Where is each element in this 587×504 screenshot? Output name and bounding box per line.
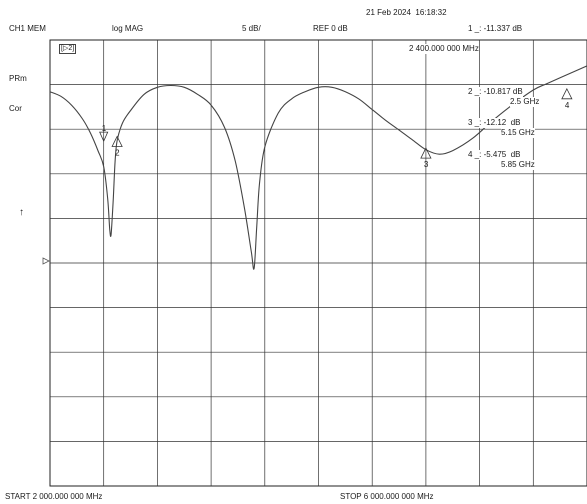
marker-1-frequency: 2 400.000 000 MHz xyxy=(409,44,479,54)
marker-1: 1 xyxy=(99,124,109,143)
marker-3-number: 3 xyxy=(424,160,429,169)
marker-4-frequency: 5.85 GHz xyxy=(501,160,535,170)
trace-layer xyxy=(49,65,587,270)
marker-1-triangle xyxy=(99,131,109,143)
marker-4-triangle xyxy=(561,87,573,100)
marker-2-number: 2 xyxy=(115,148,120,157)
active-marker-badge: [▷2] xyxy=(59,44,77,54)
marker-1-number: 1 xyxy=(102,124,107,133)
reference-label: REF 0 dB xyxy=(313,24,348,33)
marker-2: 2 xyxy=(111,135,123,157)
marker-4-number: 4 xyxy=(565,101,570,110)
marker-3-triangle xyxy=(420,147,432,159)
reference-level-pointer xyxy=(42,257,50,265)
marker-2-readout: 2 _: -10.817 dB xyxy=(468,87,523,97)
marker-layer: 1 2 3 4 xyxy=(99,87,573,169)
marker-3-readout: 3 _: -12.12 dB xyxy=(468,118,521,128)
marker-2-frequency: 2.5 GHz xyxy=(510,97,540,107)
marker-3: 3 xyxy=(420,147,432,169)
start-frequency-label: START 2 000.000 000 MHz xyxy=(5,492,103,501)
datetime-label: 21 Feb 2024 16:18:32 xyxy=(366,8,447,17)
marker-4-readout: 4 _: -5.475 dB xyxy=(468,150,521,160)
trace-line xyxy=(49,65,587,270)
marker-4: 4 xyxy=(561,87,573,110)
marker-1-readout: 1 _: -11.337 dB xyxy=(468,24,523,33)
prm-label: PRm xyxy=(9,74,27,83)
graticule xyxy=(49,39,587,487)
cor-label: Cor xyxy=(9,104,22,113)
scale-label: 5 dB/ xyxy=(242,24,261,33)
stop-frequency-label: STOP 6 000.000 000 MHz xyxy=(340,492,434,501)
channel-label: CH1 MEM xyxy=(9,24,46,33)
scale-arrow-icon: ↑ xyxy=(19,207,24,218)
marker-2-triangle xyxy=(111,135,123,147)
format-label: log MAG xyxy=(112,24,144,33)
marker-3-frequency: 5.15 GHz xyxy=(501,128,535,138)
